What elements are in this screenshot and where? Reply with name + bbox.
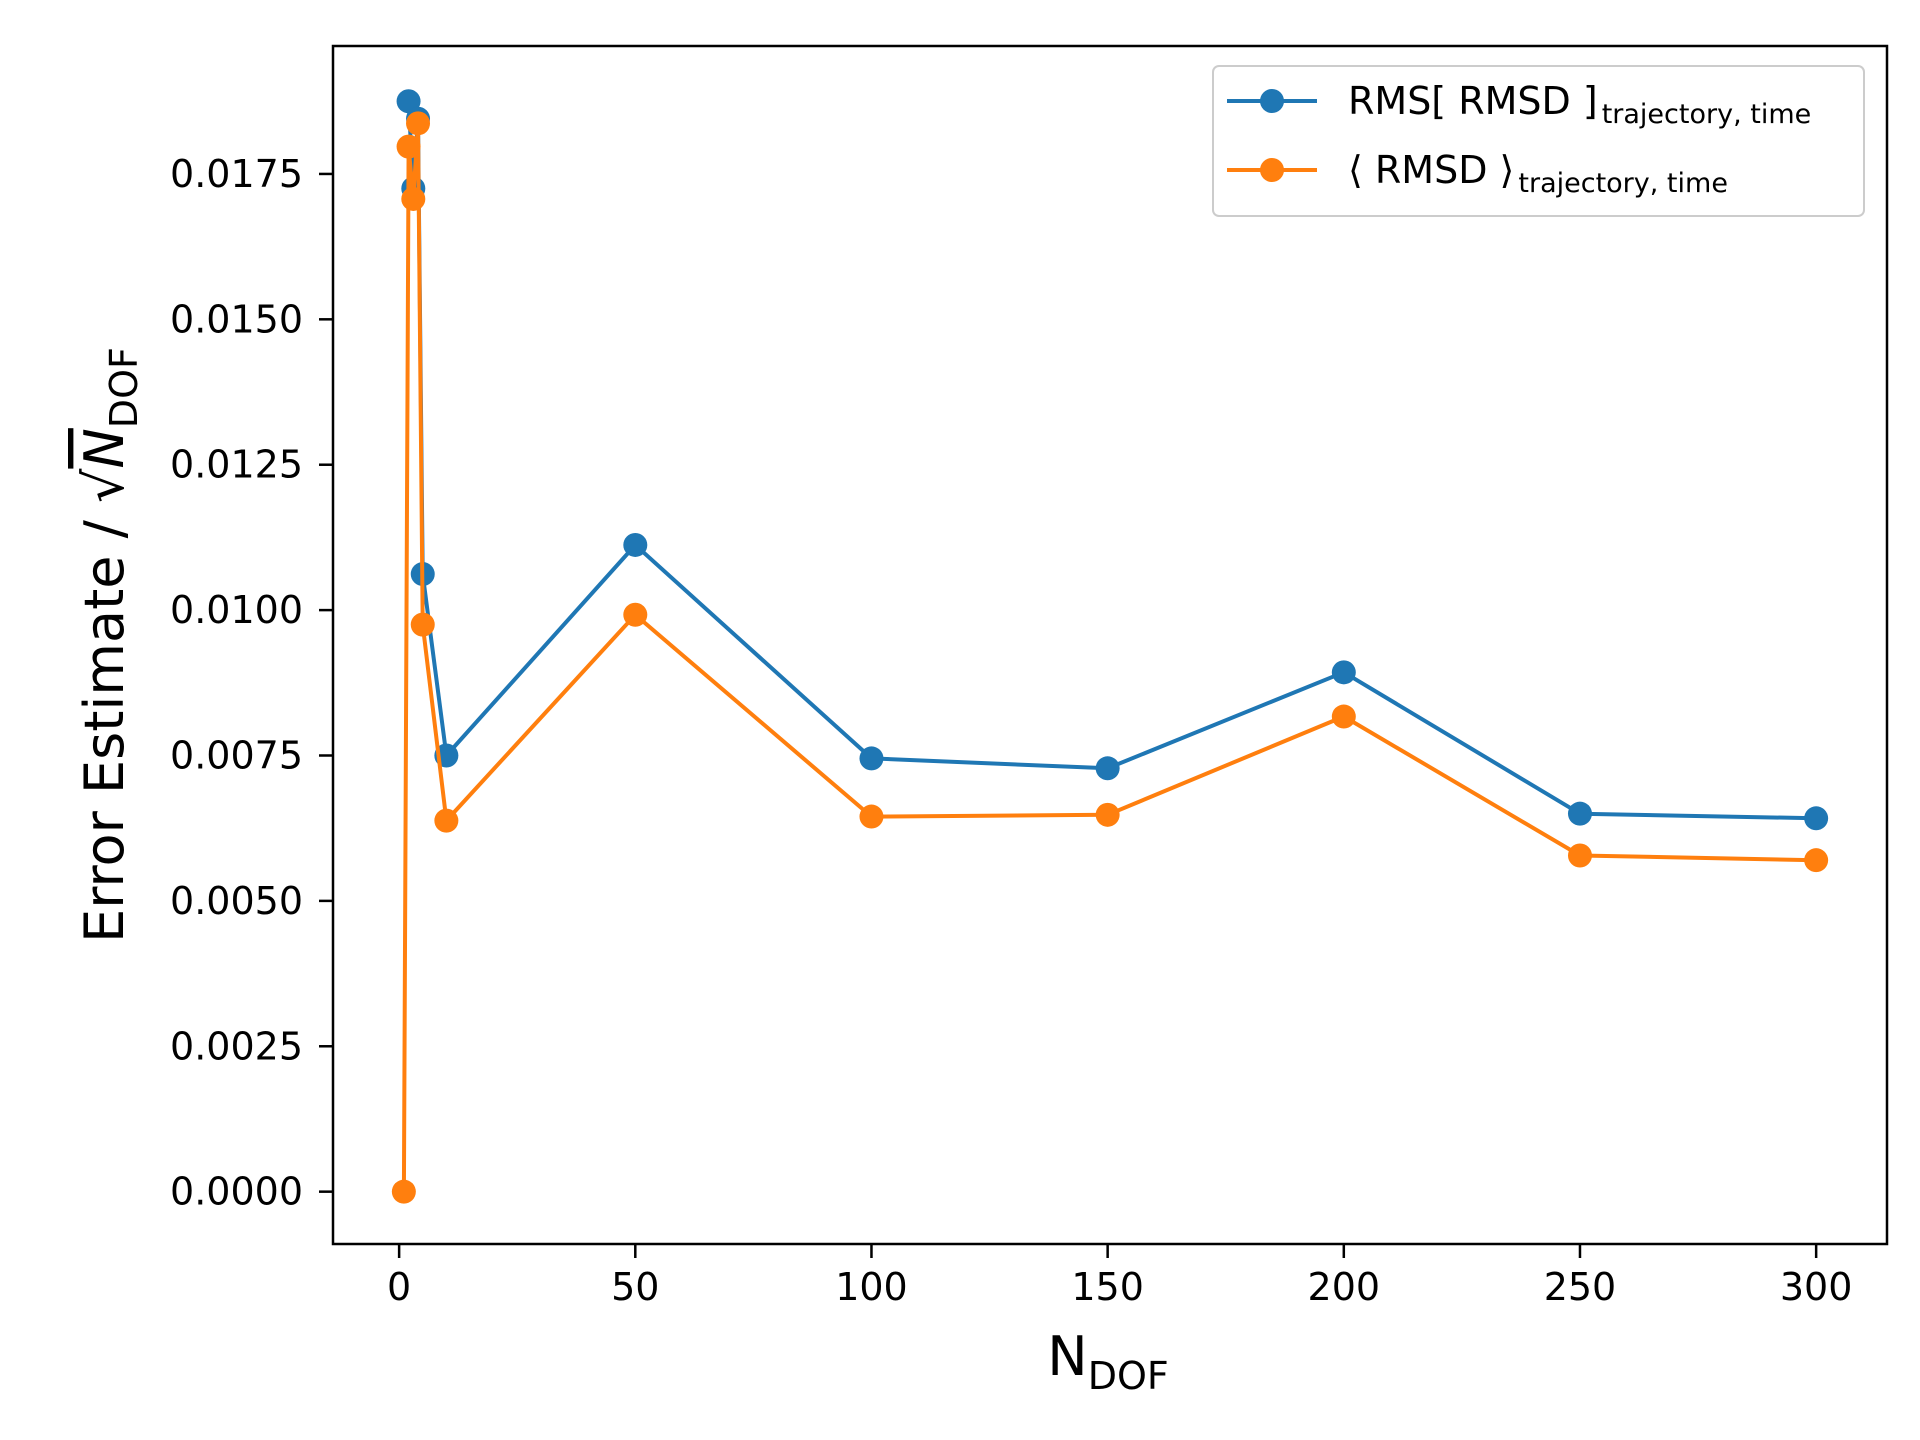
data-point [1804,848,1829,873]
data-point [434,808,459,833]
legend-marker-mean [1260,158,1284,182]
x-axis-label: NDOF [1047,1325,1168,1398]
x-axis-ticks: 0 50 100 150 200 250 300 [387,1244,1852,1309]
legend-label-rms: RMS[ RMSD ] trajectory, time [1348,79,1811,130]
data-point [391,1179,416,1204]
y-axis-ticks: 0.0000 0.0025 0.0050 0.0075 0.0100 0.0125 0.01… [170,152,333,1214]
data-point [859,746,884,771]
y-tick-label: 0.0050 [170,879,303,923]
y-tick-label: 0.0075 [170,733,303,777]
legend-box [1212,65,1865,217]
legend: RMS[ RMSD ] trajectory, time ⟨ RMSD ⟩ traj… [1212,65,1865,217]
legend-marker-rms [1260,89,1284,113]
y-tick-label: 0.0000 [170,1170,303,1214]
data-point [1331,660,1356,685]
plot-background [333,46,1887,1244]
y-tick-label: 0.0175 [170,152,303,196]
plot-frame [331,44,1889,1246]
x-tick-label: 250 [1544,1265,1617,1309]
x-tick-label: 100 [835,1265,908,1309]
data-point [1567,801,1592,826]
y-tick-label: 0.0125 [170,443,303,487]
data-point [1095,802,1120,827]
series-layer [391,89,1829,1204]
y-axis-label: Error Estimate / √NDOF [73,347,146,943]
data-point [1804,806,1829,831]
data-point [623,532,648,557]
x-tick-label: 50 [611,1265,659,1309]
legend-label-mean: ⟨ RMSD ⟩ trajectory, time [1348,148,1728,199]
data-point [1331,704,1356,729]
data-point [401,186,426,211]
y-tick-label: 0.0025 [170,1024,303,1068]
x-tick-label: 0 [387,1265,411,1309]
data-point [410,612,435,637]
x-tick-label: 150 [1071,1265,1144,1309]
data-point [859,804,884,829]
data-point [406,111,431,136]
x-tick-label: 300 [1780,1265,1853,1309]
data-point [623,602,648,627]
y-tick-label: 0.0100 [170,588,303,632]
x-tick-label: 200 [1308,1265,1381,1309]
data-point [396,134,421,159]
data-point [1095,756,1120,781]
y-tick-label: 0.0150 [170,297,303,341]
data-point [1567,843,1592,868]
